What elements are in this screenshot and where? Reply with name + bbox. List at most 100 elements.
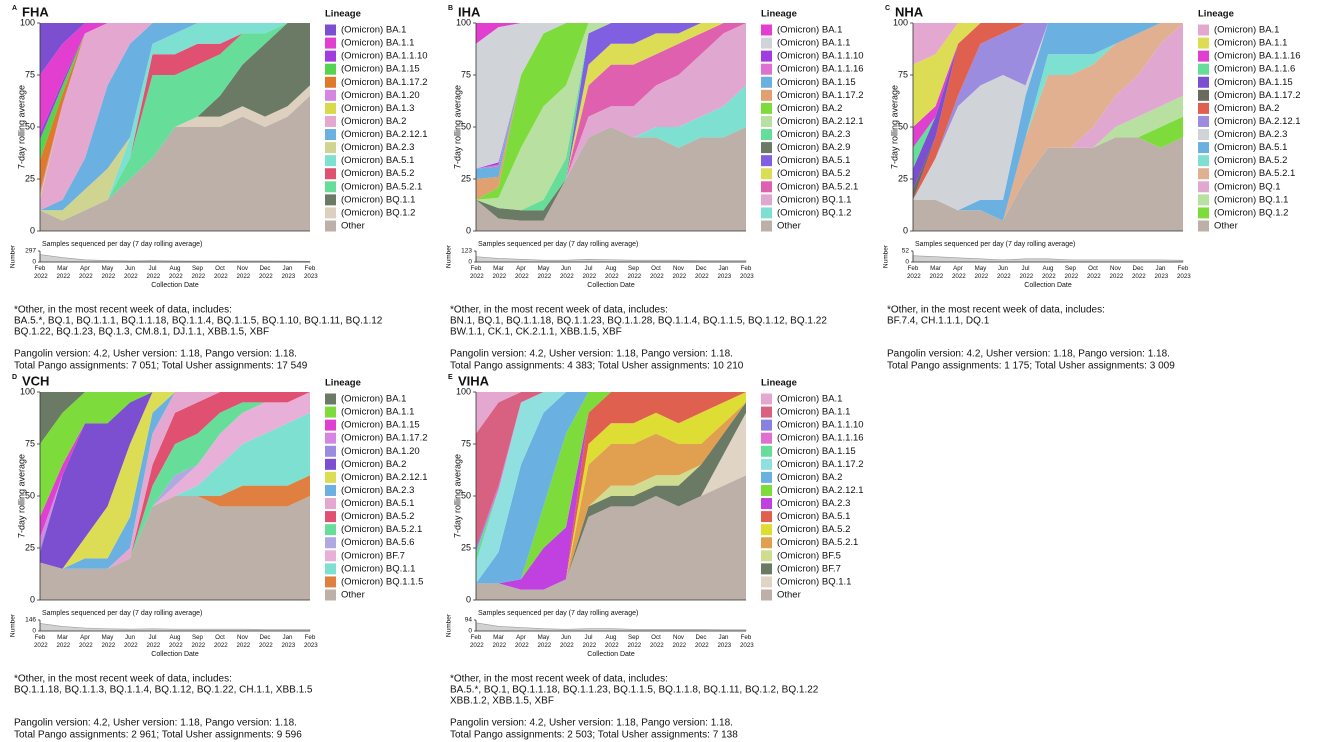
samples-y-tick-label: 297 <box>25 248 36 255</box>
x-tick-label-part: Feb <box>741 634 752 641</box>
legend-label: (Omicron) BA.2.3 <box>1214 129 1287 140</box>
legend-swatch <box>761 524 772 536</box>
legend-label: (Omicron) BA.5.2.1 <box>777 537 858 548</box>
x-tick-label-part: Apr <box>953 265 963 272</box>
x-tick-label-part: 2022 <box>648 273 664 280</box>
x-tick-label: Oct 2022 <box>212 265 228 280</box>
x-tick-label: Aug 2022 <box>603 634 619 649</box>
samples-area <box>39 254 311 263</box>
legend-swatch <box>325 142 336 154</box>
legend-label: (Omicron) BA.1.17.2 <box>341 77 428 88</box>
area-series <box>476 392 746 548</box>
x-tick-label: Sep 2022 <box>1063 265 1079 280</box>
area-series <box>913 23 1183 200</box>
x-axis-label: Collection Date <box>151 651 199 658</box>
x-tick-label-part: Jan <box>1156 265 1167 272</box>
x-tick-label: Oct 2022 <box>212 634 228 649</box>
legend-swatch <box>325 194 336 206</box>
legend-swatch <box>325 471 336 483</box>
samples-title: Samples sequenced per day (7 day rolling… <box>478 241 638 248</box>
legend-swatch <box>325 432 336 444</box>
y-tick-label: 0 <box>466 594 471 604</box>
x-tick-label-part: 2022 <box>581 273 597 280</box>
legend-label: (Omicron) BA.5.2.1 <box>777 181 858 192</box>
x-tick-label-part: Apr <box>80 634 90 641</box>
x-tick-label: Feb 2023 <box>1175 265 1191 280</box>
x-tick-label: May 2022 <box>973 265 989 280</box>
x-tick-label-part: 2022 <box>671 273 687 280</box>
legend-swatch <box>325 406 336 418</box>
legend-label: (Omicron) BA.2.12.1 <box>777 485 864 496</box>
x-tick-label: Jul 2022 <box>1018 265 1034 280</box>
x-tick-label-part: Sep <box>192 634 204 641</box>
y-tick-label: 100 <box>893 17 908 27</box>
y-tick-label: 0 <box>30 594 35 604</box>
panel-label: A <box>12 5 17 12</box>
footnote-heading: *Other, in the most recent week of data,… <box>887 305 1105 316</box>
x-tick-label: Aug 2022 <box>167 634 183 649</box>
x-tick-label-part: 2022 <box>100 642 116 649</box>
samples-y-label: Number <box>10 244 17 268</box>
x-tick-label-part: Dec <box>259 265 270 272</box>
y-tick-label: 50 <box>461 490 471 500</box>
area-series <box>40 23 310 75</box>
legend-swatch <box>325 102 336 114</box>
legend-swatch <box>761 550 772 562</box>
legend-label: (Omicron) BQ.1.2 <box>1214 207 1288 218</box>
area-series <box>476 392 746 584</box>
samples-area <box>475 622 747 632</box>
x-tick-label: Jun 2022 <box>995 265 1011 280</box>
x-axis-label: Collection Date <box>587 651 635 658</box>
x-tick-label-part: Nov <box>673 634 685 641</box>
x-tick-label-part: Jun <box>998 265 1009 272</box>
legend-label: (Omicron) BQ.1.1 <box>777 194 851 205</box>
legend-swatch <box>1198 63 1209 75</box>
legend-swatch <box>761 155 772 167</box>
area-series <box>40 412 310 569</box>
x-tick-label-part: May <box>102 265 115 272</box>
legend-label: (Omicron) BA.5.1 <box>777 511 850 522</box>
samples-y-tick-label: 0 <box>468 259 472 266</box>
legend-swatch <box>325 76 336 88</box>
legend-swatch <box>761 432 772 444</box>
y-tick-label: 75 <box>898 69 908 79</box>
legend-swatch <box>325 563 336 575</box>
samples-y-tick-label: 52 <box>902 248 910 255</box>
y-tick-label: 50 <box>25 490 35 500</box>
x-tick-label: Apr 2022 <box>77 265 93 280</box>
x-tick-label-part: 2023 <box>716 273 732 280</box>
legend-label: (Omicron) BQ.1.1 <box>341 194 415 205</box>
legend-label: (Omicron) BA.1.1.10 <box>341 51 428 62</box>
x-tick-label-part: Apr <box>516 265 526 272</box>
legend-title: Lineage <box>1198 9 1234 20</box>
x-tick-label: Jun 2022 <box>122 265 138 280</box>
samples-area <box>39 623 311 632</box>
footnote-totals: Total Pango assignments: 7 051; Total Us… <box>14 361 308 372</box>
legend-label: (Omicron) BA.1 <box>1214 25 1279 36</box>
x-tick-label-part: Oct <box>651 634 661 641</box>
legend-swatch <box>325 24 336 36</box>
legend-label: (Omicron) BA.2.12.1 <box>341 129 428 140</box>
legend-label: Other <box>777 221 801 232</box>
x-axis-label: Collection Date <box>151 282 199 289</box>
legend-label: (Omicron) BA.5.2.1 <box>341 524 422 535</box>
area-series <box>40 392 310 569</box>
legend-swatch <box>325 550 336 562</box>
x-tick-label-part: 2023 <box>716 642 732 649</box>
legend-label: (Omicron) BA.1.1.6 <box>1214 64 1295 75</box>
x-tick-label-part: 2022 <box>558 642 574 649</box>
area-series <box>476 23 746 221</box>
x-tick-label-part: Dec <box>1132 265 1143 272</box>
x-tick-label-part: Apr <box>516 634 526 641</box>
panel-title: FHA <box>22 4 49 19</box>
legend-swatch <box>325 484 336 496</box>
legend-label: (Omicron) BA.2.12.1 <box>1214 116 1301 127</box>
x-tick-label-part: 2022 <box>603 642 619 649</box>
legend-label: (Omicron) BA.2 <box>777 103 842 114</box>
x-tick-label: May 2022 <box>536 265 552 280</box>
samples-y-label: Number <box>446 244 453 268</box>
legend-swatch <box>1198 220 1209 232</box>
x-tick-label: Dec 2022 <box>693 634 709 649</box>
samples-y-label: Number <box>10 613 17 637</box>
